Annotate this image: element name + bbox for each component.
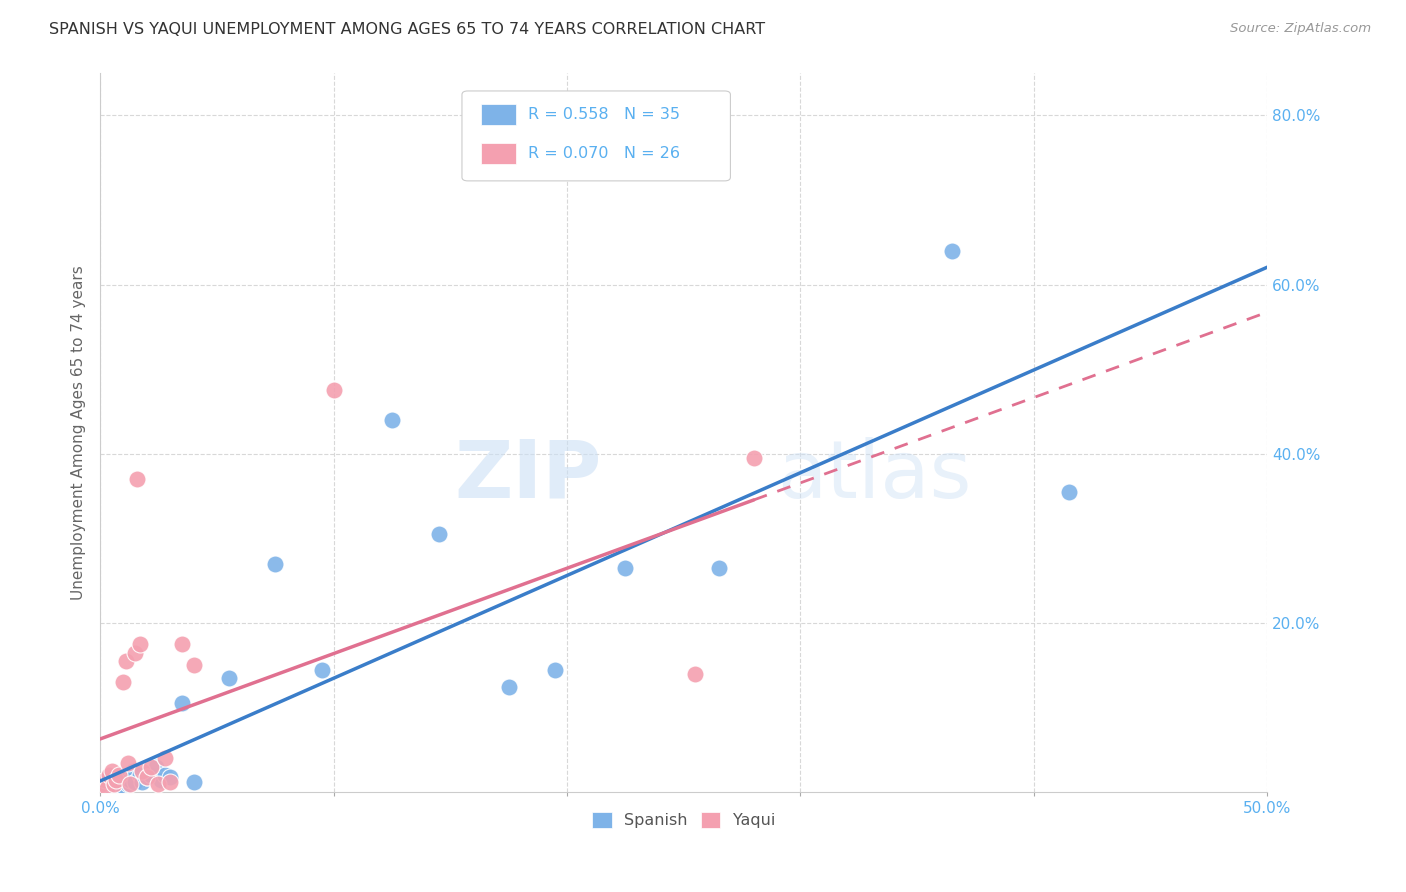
Point [124, 646, 146, 660]
Text: atlas: atlas [778, 437, 972, 515]
Point [110, 772, 132, 787]
Point [381, 413, 404, 427]
Point [98, 780, 121, 795]
Point [128, 768, 150, 782]
Point [107, 780, 129, 795]
Point [91, 780, 114, 795]
Point [121, 764, 143, 779]
Point [685, 666, 707, 681]
Point [148, 777, 170, 791]
Point [149, 772, 172, 787]
FancyBboxPatch shape [481, 103, 516, 126]
Point [145, 760, 167, 774]
Point [120, 777, 142, 791]
Point [112, 675, 135, 690]
Point [183, 658, 205, 673]
Text: R = 0.070   N = 26: R = 0.070 N = 26 [529, 146, 681, 161]
Point [120, 772, 142, 787]
Text: Source: ZipAtlas.com: Source: ZipAtlas.com [1230, 22, 1371, 36]
Point [170, 697, 193, 711]
Legend: Spanish, Yaqui: Spanish, Yaqui [586, 805, 782, 835]
Point [155, 751, 177, 765]
Point [544, 663, 567, 677]
FancyBboxPatch shape [463, 91, 731, 181]
Point [105, 775, 128, 789]
Point [322, 384, 344, 398]
Point [614, 561, 637, 575]
Point [101, 777, 124, 791]
Point [131, 775, 153, 789]
FancyBboxPatch shape [481, 143, 516, 164]
Y-axis label: Unemployment Among Ages 65 to 74 years: Unemployment Among Ages 65 to 74 years [72, 265, 86, 600]
Point [128, 637, 150, 651]
Point [101, 764, 124, 779]
Point [107, 768, 129, 782]
Point [98, 768, 121, 782]
Text: R = 0.558   N = 35: R = 0.558 N = 35 [529, 107, 681, 122]
Point [112, 779, 135, 793]
Text: SPANISH VS YAQUI UNEMPLOYMENT AMONG AGES 65 TO 74 YEARS CORRELATION CHART: SPANISH VS YAQUI UNEMPLOYMENT AMONG AGES… [49, 22, 765, 37]
Point [114, 654, 136, 668]
Point [498, 680, 520, 694]
Point [135, 770, 157, 784]
Point [742, 450, 765, 465]
Point [311, 663, 333, 677]
Point [94, 772, 117, 787]
Point [103, 779, 125, 793]
Point [127, 472, 149, 486]
Point [124, 775, 146, 789]
Point [141, 760, 163, 774]
Point [135, 770, 157, 784]
Point [183, 775, 205, 789]
Point [218, 671, 240, 685]
Point [941, 244, 963, 258]
Point [117, 777, 139, 791]
Point [105, 772, 128, 787]
Point [1057, 484, 1080, 499]
Point [159, 775, 181, 789]
Point [264, 557, 287, 571]
Point [114, 770, 136, 784]
Point [159, 770, 181, 784]
Point [131, 764, 153, 779]
Point [91, 777, 114, 791]
Point [427, 527, 450, 541]
Point [170, 637, 193, 651]
Point [707, 561, 730, 575]
Point [103, 777, 125, 791]
Point [117, 756, 139, 770]
Text: ZIP: ZIP [454, 437, 602, 515]
Point [155, 768, 177, 782]
Point [96, 780, 118, 795]
Point [96, 777, 118, 791]
Point [141, 768, 163, 782]
